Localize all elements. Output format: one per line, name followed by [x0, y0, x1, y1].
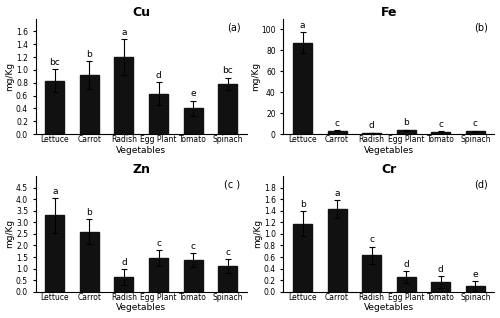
Text: d: d [438, 265, 444, 274]
Bar [149, 93, 168, 134]
X-axis label: Vegetables: Vegetables [116, 303, 166, 313]
Text: (c ): (c ) [224, 180, 240, 190]
Text: c: c [225, 247, 230, 257]
Text: d: d [121, 258, 127, 267]
Bar [328, 131, 346, 134]
Text: c: c [156, 239, 161, 248]
Text: c: c [334, 119, 340, 128]
Bar [114, 277, 134, 292]
Y-axis label: mg/Kg: mg/Kg [251, 62, 260, 91]
Bar [293, 224, 312, 292]
Y-axis label: mg/Kg: mg/Kg [254, 219, 262, 248]
Bar [328, 209, 346, 292]
Title: Cu: Cu [132, 5, 150, 18]
Bar [114, 57, 134, 134]
Bar [432, 132, 450, 134]
Text: a: a [121, 28, 126, 37]
Text: a: a [52, 187, 58, 196]
Text: d: d [404, 260, 409, 269]
Text: b: b [300, 199, 306, 209]
Bar [149, 258, 168, 292]
Bar [218, 84, 237, 134]
X-axis label: Vegetables: Vegetables [364, 303, 414, 313]
Bar [184, 260, 203, 292]
X-axis label: Vegetables: Vegetables [364, 146, 414, 155]
Text: b: b [404, 118, 409, 127]
Text: (d): (d) [474, 180, 488, 190]
Title: Fe: Fe [380, 5, 397, 18]
Text: bc: bc [50, 58, 60, 67]
Bar [362, 255, 381, 292]
Title: Zn: Zn [132, 163, 150, 176]
Text: c: c [190, 242, 196, 251]
Text: c: c [369, 235, 374, 244]
Bar [432, 282, 450, 292]
Bar [184, 108, 203, 134]
X-axis label: Vegetables: Vegetables [116, 146, 166, 155]
Text: d: d [156, 71, 162, 80]
Title: Cr: Cr [382, 163, 396, 176]
Bar [80, 232, 99, 292]
Text: (b): (b) [474, 22, 488, 32]
Text: c: c [473, 119, 478, 128]
Text: e: e [190, 89, 196, 98]
Y-axis label: mg/Kg: mg/Kg [6, 219, 15, 248]
Bar [218, 266, 237, 292]
Bar [466, 286, 485, 292]
Text: b: b [86, 208, 92, 217]
Y-axis label: mg/Kg: mg/Kg [6, 62, 15, 91]
Bar [362, 133, 381, 134]
Text: a: a [334, 189, 340, 198]
Text: b: b [86, 50, 92, 59]
Bar [80, 75, 99, 134]
Bar [293, 43, 312, 134]
Bar [466, 131, 485, 134]
Text: d: d [369, 121, 374, 130]
Text: a: a [300, 21, 306, 30]
Bar [396, 277, 415, 292]
Bar [396, 130, 415, 134]
Bar [46, 81, 64, 134]
Text: e: e [472, 270, 478, 279]
Text: (a): (a) [227, 22, 240, 32]
Text: bc: bc [222, 66, 233, 75]
Bar [46, 215, 64, 292]
Text: c: c [438, 120, 444, 129]
